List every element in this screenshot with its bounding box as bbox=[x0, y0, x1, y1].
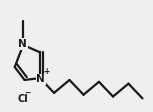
Text: +: + bbox=[43, 67, 49, 76]
Text: −: − bbox=[25, 88, 31, 97]
Text: N: N bbox=[19, 39, 27, 49]
Text: Cl: Cl bbox=[17, 94, 28, 104]
Text: N: N bbox=[36, 74, 45, 84]
